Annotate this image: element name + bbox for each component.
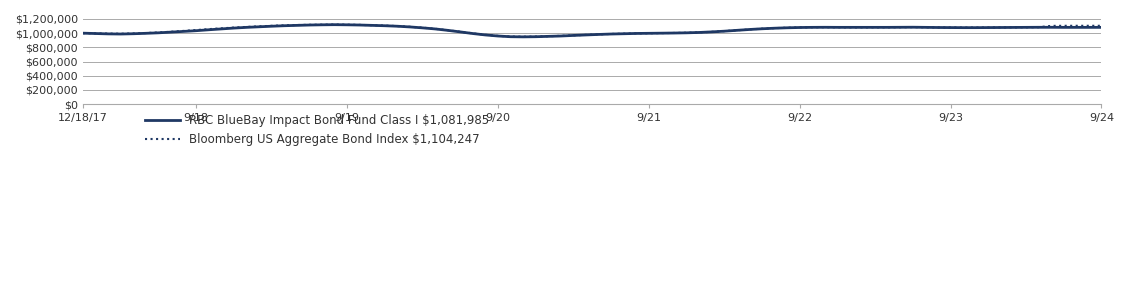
Legend: RBC BlueBay Impact Bond Fund Class I $1,081,985, Bloomberg US Aggregate Bond Ind: RBC BlueBay Impact Bond Fund Class I $1,…	[140, 110, 495, 151]
